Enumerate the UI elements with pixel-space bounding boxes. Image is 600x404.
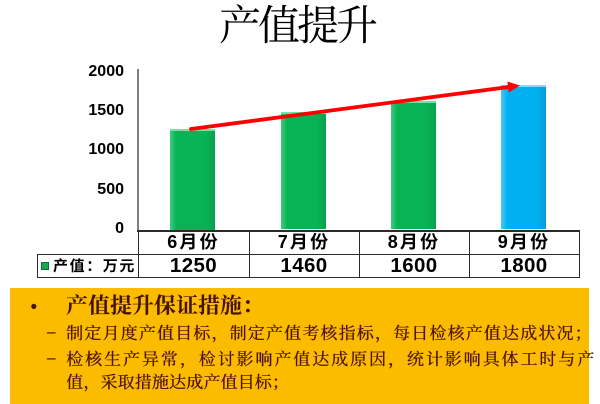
table-border — [37, 277, 580, 278]
bullet-dot: • — [30, 296, 38, 318]
table-border — [138, 229, 139, 278]
action-plan-banner: • 产值提升保证措施： – 制定月度产值目标，制定产值考核指标，每日检核产值达成… — [10, 288, 597, 404]
y-tick-label: 2000 — [88, 62, 124, 80]
bullet-dash: – — [47, 347, 56, 367]
y-tick-label: 0 — [115, 220, 124, 238]
bar-sep — [501, 85, 547, 230]
table-border — [248, 229, 250, 278]
y-tick-label: 500 — [97, 180, 124, 198]
banner-heading: 产值提升保证措施： — [66, 289, 265, 320]
table-border — [358, 229, 360, 278]
y-tick-label: 1500 — [88, 102, 124, 119]
legend-swatch — [41, 261, 49, 270]
value-cell: 1250 — [169, 254, 218, 277]
bullet-dash: – — [47, 321, 56, 341]
banner-bullet-line: 制定月度产值目标，制定产值考核指标，每日检核产值达成状况； — [66, 318, 593, 344]
category-label: 6月份 — [167, 232, 220, 252]
table-border — [37, 253, 580, 255]
category-label: 7月份 — [277, 232, 331, 252]
bar-aug — [391, 101, 436, 230]
y-tick-label: 1000 — [88, 141, 124, 159]
legend-label: 产值：万元 — [53, 258, 137, 275]
table-border — [468, 229, 470, 278]
category-label: 9月份 — [497, 232, 551, 252]
y-axis-line — [137, 69, 139, 230]
value-cell: 1600 — [390, 254, 438, 277]
category-label: 8月份 — [387, 232, 441, 252]
banner-bullet-line: 值，采取措施达成产值目标； — [66, 367, 289, 393]
table-border — [37, 253, 38, 278]
banner-bullet-line: 检核生产异常，检讨影响产值达成原因，统计影响具体工时与产 — [66, 344, 597, 370]
slide-title: 产值提升 — [218, 0, 378, 53]
table-border — [579, 229, 580, 278]
legend-cell: 产值：万元 — [37, 254, 138, 277]
value-cell: 1460 — [280, 254, 328, 277]
value-cell: 1800 — [500, 254, 548, 277]
bar-jun — [170, 129, 216, 230]
bar-jul — [280, 112, 326, 230]
